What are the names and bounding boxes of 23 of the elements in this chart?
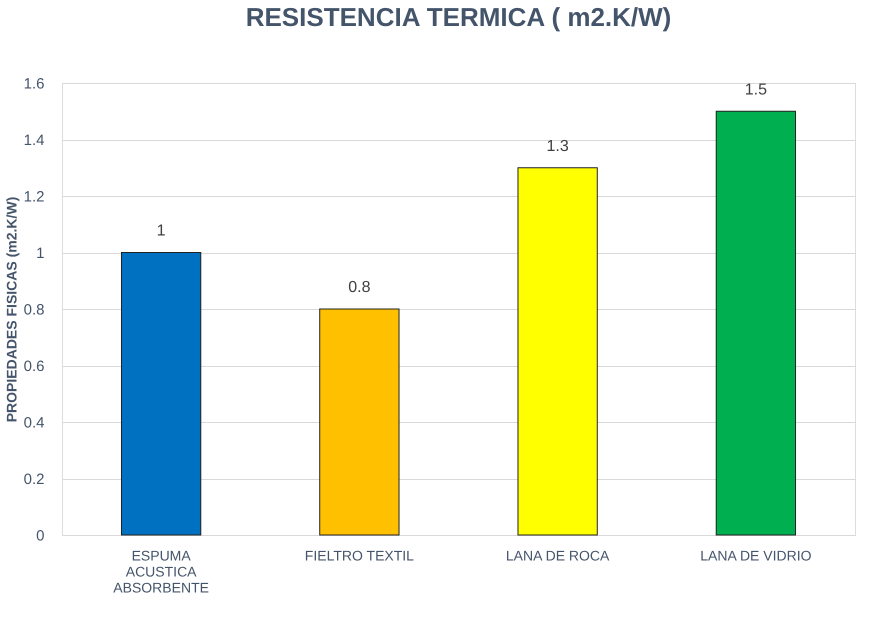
bar	[517, 167, 598, 536]
y-tick-label: 1.6	[24, 76, 44, 92]
data-label: 1.3	[546, 138, 569, 155]
x-tick-label: FIELTRO TEXTIL	[304, 548, 414, 564]
bar	[120, 252, 202, 536]
y-tick-label: 1.2	[24, 188, 44, 206]
x-tick-label: LANA DE ROCA	[506, 548, 610, 564]
x-tick-label: ESPUMA ACUSTICA ABSORBENTE	[113, 548, 209, 596]
bar	[716, 110, 796, 536]
y-tick-label: 0.8	[24, 302, 44, 318]
chart-title: RESISTENCIA TERMICA ( m2.K/W)	[246, 2, 672, 32]
x-tick-label: LANA DE VIDRIO	[700, 548, 812, 564]
y-tick-label: 0.4	[24, 414, 44, 432]
y-tick-label: 0.6	[24, 358, 44, 375]
data-label: 1	[156, 222, 166, 240]
data-label: 1.5	[744, 81, 768, 98]
y-tick-label: 0.2	[24, 471, 44, 488]
y-axis-title: PROPIEDADES FISICAS (m2.K/W)	[4, 196, 20, 422]
data-label: 0.8	[348, 279, 371, 296]
y-tick-label: 1	[36, 245, 44, 262]
bar	[319, 308, 400, 536]
y-tick-label: 0	[36, 528, 44, 544]
y-tick-label: 1.4	[24, 132, 44, 149]
